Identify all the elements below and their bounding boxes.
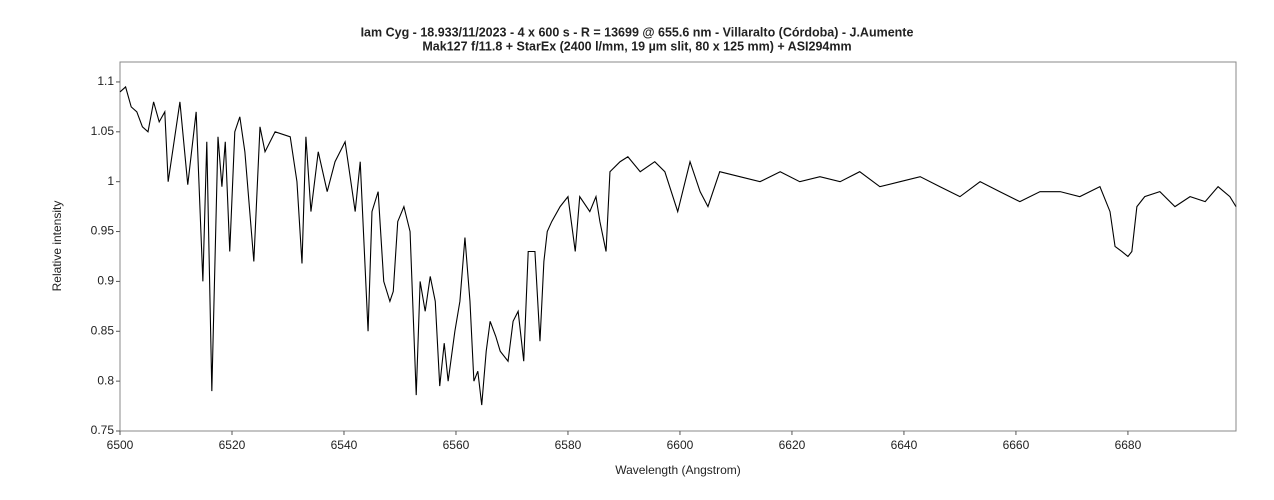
- y-axis-label: Relative intensity: [50, 201, 64, 292]
- y-tick-label: 0.95: [91, 224, 115, 238]
- x-tick-label: 6640: [891, 438, 918, 452]
- chart-subtitle: Mak127 f/11.8 + StarEx (2400 l/mm, 19 µm…: [422, 39, 851, 53]
- x-axis-label: Wavelength (Angstrom): [615, 463, 741, 477]
- y-tick-label: 0.8: [97, 373, 114, 387]
- plot-frame: [119, 61, 1237, 432]
- y-tick-label: 0.85: [91, 323, 115, 337]
- x-tick-label: 6560: [443, 438, 470, 452]
- x-tick-label: 6520: [219, 438, 246, 452]
- y-tick-label: 1.05: [91, 124, 115, 138]
- y-tick-label: 1.1: [97, 74, 114, 88]
- x-tick-label: 6540: [331, 438, 358, 452]
- spectrum-line: [119, 85, 1237, 406]
- x-tick-label: 6500: [107, 438, 134, 452]
- x-tick-label: 6680: [1115, 438, 1142, 452]
- y-tick-label: 0.75: [91, 423, 115, 437]
- chart-title: Iam Cyg - 18.933/11/2023 - 4 x 600 s - R…: [361, 25, 914, 39]
- x-tick-label: 6660: [1003, 438, 1030, 452]
- y-tick-label: 1: [107, 174, 114, 188]
- x-tick-label: 6580: [555, 438, 582, 452]
- y-tick-label: 0.9: [97, 274, 114, 288]
- x-tick-label: 6600: [667, 438, 694, 452]
- x-tick-label: 6620: [779, 438, 806, 452]
